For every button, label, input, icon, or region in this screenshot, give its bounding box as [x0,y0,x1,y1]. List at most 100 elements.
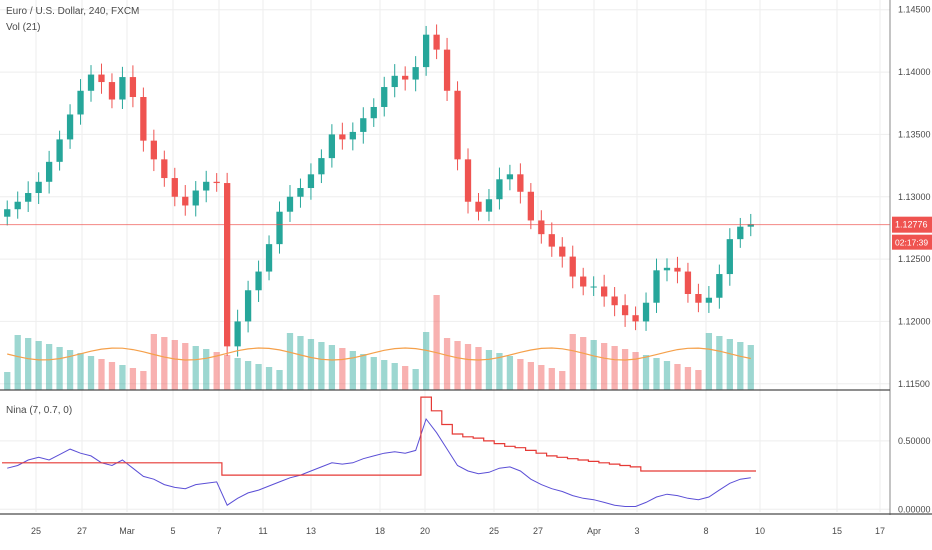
volume-bar [496,353,503,390]
volume-bar [464,344,472,390]
candle-body [559,246,566,257]
candle-body [224,183,231,347]
candle-body [244,290,252,322]
candle-body [14,201,21,210]
candle-body [527,191,534,221]
volume-bar [517,359,524,390]
volume-bar [611,346,618,390]
volume-bar [360,354,367,390]
time-tick-label: 5 [170,526,175,536]
grid-lines [0,0,890,512]
candle-body [192,190,199,206]
volume-bar [98,359,105,390]
axes: 1.14500 1.14000 1.13500 1.13000 1.12500 1.120… [0,0,932,536]
candle-body [402,75,409,80]
time-tick-label: Apr [587,526,601,536]
volume-bar [203,349,210,390]
volume-bar [674,364,681,390]
volume-bar [150,334,157,390]
volume-bar [182,343,189,390]
volume-bar [559,371,566,390]
volume-series [4,295,754,390]
candle-body [747,224,754,227]
volume-bar [433,295,440,390]
volume-bar [569,334,576,390]
candle-body [56,139,63,162]
time-tick-label: 17 [875,526,885,536]
candle-body [77,90,84,115]
volume-bar [255,364,262,390]
candle-body [475,201,482,212]
time-tick-label: Mar [119,526,135,536]
price-tick-label: 1.13000 [898,192,931,202]
volume-bar [412,369,419,390]
volume-bar [443,338,451,390]
candle-body [653,270,660,303]
volume-bar [590,340,597,390]
candle-body [381,87,388,107]
volume-bar [265,367,273,390]
time-tick-label: 25 [31,526,41,536]
candle-body [4,209,11,217]
volume-bar [538,365,545,390]
candle-body [328,134,336,159]
candle-body [443,49,451,91]
time-tick-label: 10 [755,526,765,536]
candle-body [370,106,377,119]
candle-body [485,199,493,212]
volume-bar [328,345,336,390]
volume-bar [737,342,744,390]
volume-bar [684,367,692,390]
volume-bar [402,366,409,390]
time-tick-label: 20 [420,526,430,536]
candle-body [161,159,168,179]
volume-bar [66,350,74,390]
volume-bar [663,361,671,390]
candle-body [140,97,147,141]
candle-body [433,34,440,50]
volume-bar [171,340,178,390]
candle-body [213,181,220,184]
volume-bar [705,333,713,390]
time-tick-label: 27 [77,526,87,536]
time-tick-label: 13 [306,526,316,536]
time-tick-label: 25 [489,526,499,536]
candle-body [705,297,713,303]
last-price-badge [892,216,932,233]
volume-bar [307,339,315,390]
candle-body [98,74,105,83]
candle-body [66,114,74,140]
volume-bar [422,332,430,390]
candle-body [580,276,587,287]
volume-bar [244,361,252,390]
volume-bar [119,365,126,390]
candle-body [684,271,692,294]
volume-bar [527,362,534,390]
volume-bar [747,345,754,390]
volume-bar [485,350,493,390]
candle-body [642,302,650,322]
candle-body [548,234,555,247]
volume-bar [234,358,241,390]
candle-body [538,220,545,235]
volume-bar [35,341,42,390]
nina-red-line [2,396,756,476]
volume-bar [297,336,304,390]
time-tick-label: 18 [375,526,385,536]
time-tick-label: 11 [258,526,267,536]
volume-bar [391,363,398,390]
price-tick-label: 1.13500 [898,129,931,139]
time-tick-label: 7 [216,526,221,536]
volume-bar [77,353,84,390]
candle-body [339,134,346,140]
candle-body [203,181,210,191]
volume-bar [548,368,555,390]
volume-bar [349,351,356,390]
volume-bar [87,356,95,390]
volume-bar [339,348,346,390]
candle-body [695,294,702,303]
candle-body [422,34,430,68]
candle-body [726,239,733,275]
volume-bar [716,336,723,390]
